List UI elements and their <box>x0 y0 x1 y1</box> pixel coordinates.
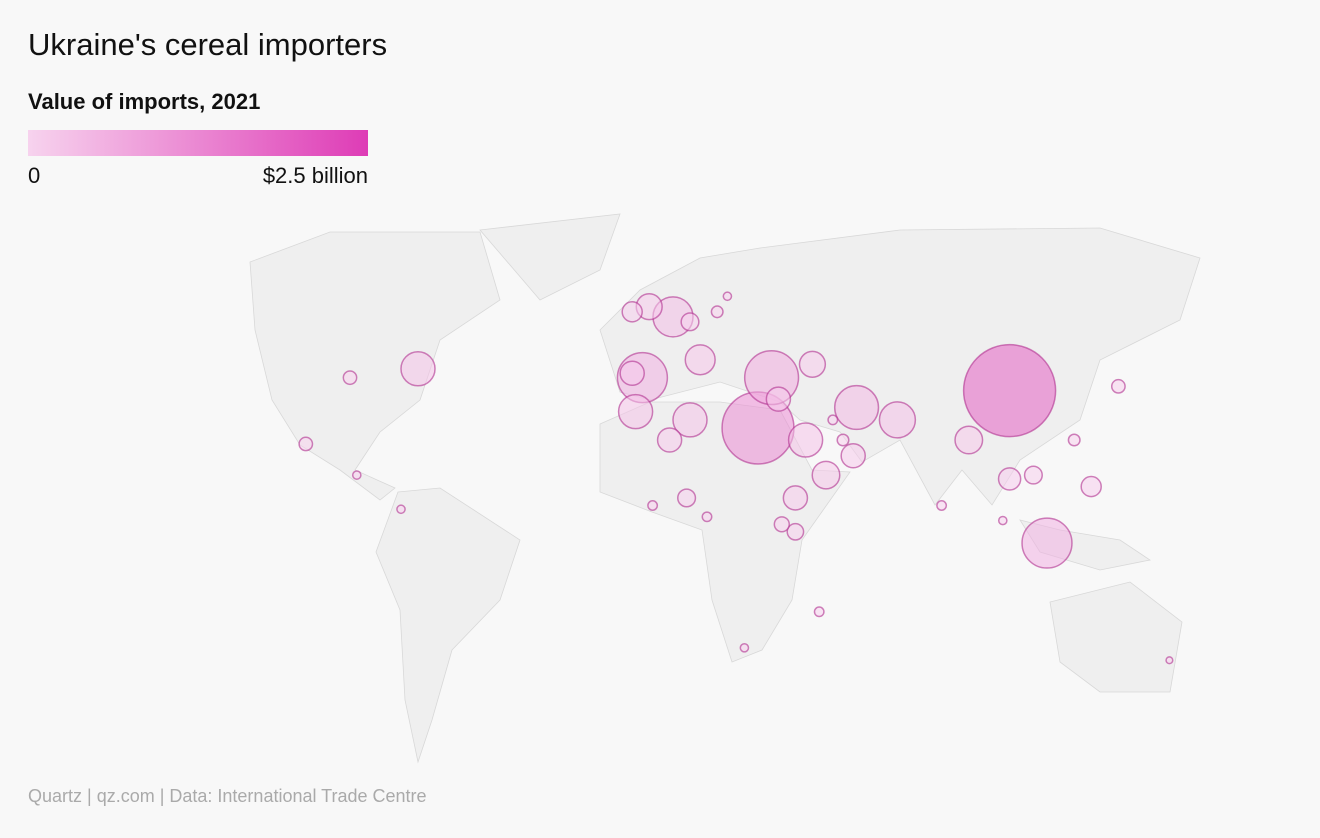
bubble <box>621 301 643 323</box>
color-scale <box>28 130 368 156</box>
bubble <box>786 522 805 541</box>
bubble <box>997 515 1008 526</box>
bubble <box>647 500 659 511</box>
bubble <box>739 642 750 653</box>
source: Quartz | qz.com | Data: International Tr… <box>28 786 427 806</box>
bubble <box>680 312 700 332</box>
bubble <box>840 442 866 469</box>
bubble <box>298 436 314 452</box>
legend-tick-label: $2.5 billion <box>263 163 368 188</box>
basemap <box>249 213 1201 764</box>
bubble <box>813 606 825 618</box>
bubble <box>765 386 792 412</box>
bubble <box>701 511 713 523</box>
bubble <box>1023 465 1043 485</box>
bubble <box>962 343 1057 438</box>
bubble <box>833 384 880 431</box>
bubble <box>954 425 984 455</box>
bubble <box>811 460 841 490</box>
bubble <box>672 402 708 438</box>
bubble <box>773 516 791 533</box>
bubble <box>710 305 724 319</box>
bubble <box>1110 378 1126 394</box>
bubble <box>342 370 358 386</box>
bubble <box>1165 656 1174 665</box>
bubble <box>997 467 1022 491</box>
bubble <box>617 393 654 430</box>
bubble <box>351 470 362 480</box>
bubble <box>396 504 406 515</box>
bubble <box>722 291 733 302</box>
bubble <box>619 360 645 387</box>
bubble <box>798 350 827 378</box>
bubble <box>936 500 948 511</box>
bubble <box>1021 517 1073 569</box>
legend-tick-label: 0 <box>28 163 40 188</box>
bubble <box>878 401 917 439</box>
bubble <box>836 433 850 447</box>
bubble <box>1067 433 1081 447</box>
bubble <box>400 351 436 387</box>
bubble <box>787 422 824 458</box>
legend-title: Value of imports, 2021 <box>28 89 260 114</box>
bubble <box>782 485 809 511</box>
bubble <box>656 427 683 453</box>
chart-title: Ukraine's cereal importers <box>28 27 387 62</box>
bubble <box>684 344 716 376</box>
bubble <box>827 414 839 426</box>
bubble <box>1080 475 1102 498</box>
bubble <box>677 488 697 508</box>
